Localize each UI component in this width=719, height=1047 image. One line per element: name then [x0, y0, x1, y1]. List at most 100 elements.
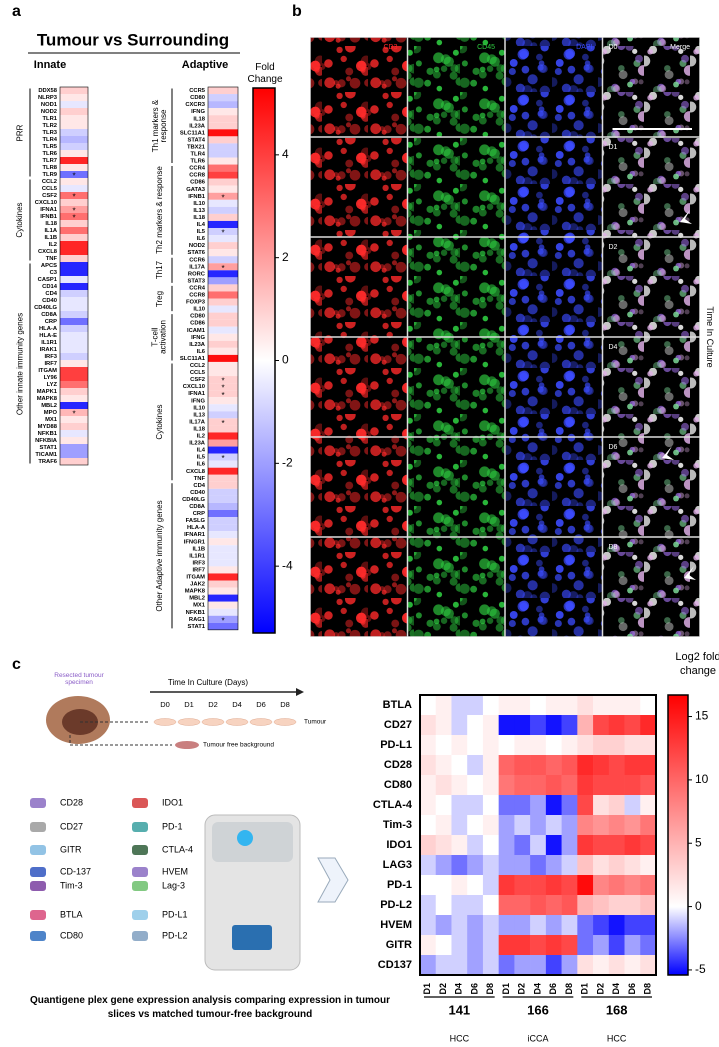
heat-frame — [59, 86, 89, 466]
gene-label: CCL2 — [190, 363, 205, 369]
heat-cell — [514, 815, 531, 836]
heat-cell — [593, 735, 610, 756]
heat-cell — [208, 312, 238, 320]
gene-label: CRP — [193, 511, 205, 517]
day-label: D8 — [609, 544, 618, 551]
heat-cell — [60, 136, 88, 143]
heat-cell — [624, 775, 641, 796]
heat-cell — [451, 735, 468, 756]
heat-cell — [60, 339, 88, 346]
heat-cell — [624, 875, 641, 896]
heat-cell — [208, 333, 238, 341]
heat-cell — [60, 101, 88, 108]
day-label: D2 — [609, 244, 618, 251]
heat-cell — [208, 411, 238, 419]
row-label: HVEM — [380, 919, 412, 931]
gene-label: NOD2 — [189, 243, 205, 249]
heat-cell — [208, 566, 238, 574]
gene-label: CD40 — [190, 490, 205, 496]
heat-cell — [60, 87, 88, 94]
heat-cell — [60, 213, 88, 220]
gene-label: CSF2 — [190, 377, 205, 383]
heat-cell — [514, 755, 531, 776]
gene-label: JAK2 — [190, 582, 205, 588]
analyser-top — [212, 822, 293, 862]
heat-cell — [530, 955, 547, 976]
heat-cell — [208, 228, 238, 236]
arrowhead — [662, 446, 674, 460]
timeline-day: D6 — [256, 700, 266, 709]
gene-label: STAT3 — [188, 278, 206, 284]
column-label: D6 — [548, 983, 558, 995]
heat-cell — [577, 855, 594, 876]
heat-cell — [561, 895, 578, 916]
sig-star: * — [72, 207, 75, 216]
heat-cell — [545, 915, 562, 936]
gene-label: CCL5 — [42, 186, 58, 192]
heat-cell — [545, 835, 562, 856]
gene-label: NOD2 — [41, 109, 57, 115]
column-label: D4 — [454, 983, 464, 995]
channel-label: Merge — [670, 44, 690, 51]
heat-cell — [420, 775, 437, 796]
column-label: D6 — [627, 983, 637, 995]
heat-cell — [482, 955, 499, 976]
row-label: PD-1 — [387, 879, 412, 891]
group-label: Th2 markers & response — [154, 166, 164, 255]
heat-cell — [514, 955, 531, 976]
heat-cell — [593, 915, 610, 936]
gene-label: IFNG — [191, 398, 205, 404]
gene-label: TLR5 — [43, 144, 58, 150]
specimen-label: Resected tumour specimen — [54, 672, 104, 687]
micrograph — [505, 237, 602, 337]
gene-label: TLR8 — [43, 165, 58, 171]
heat-cell — [60, 318, 88, 325]
gene-label: TRAF6 — [38, 459, 57, 465]
heat-cell — [624, 715, 641, 736]
heat-cell — [467, 935, 484, 956]
gene-label: CD8A — [41, 312, 58, 318]
heat-cell — [60, 416, 88, 423]
heat-cell — [482, 855, 499, 876]
gene-label: TLR1 — [43, 116, 58, 122]
heat-cell — [640, 695, 657, 716]
heat-cell — [514, 715, 531, 736]
micrograph — [408, 437, 505, 537]
row-label: CTLA-4 — [373, 799, 413, 811]
sig-star: * — [221, 391, 224, 400]
heat-cell — [593, 895, 610, 916]
heat-cell — [60, 290, 88, 297]
heat-cell — [482, 695, 499, 716]
heat-cell — [420, 915, 437, 936]
heat-cell — [60, 374, 88, 381]
heat-cell — [208, 122, 238, 130]
panel-label: c — [12, 656, 21, 673]
heat-cell — [451, 915, 468, 936]
colorbar-title: Fold Change — [247, 62, 283, 85]
heat-cell — [208, 185, 238, 193]
molecule-icon — [30, 881, 46, 891]
gene-label: IL10 — [193, 307, 205, 313]
heat-cell — [498, 875, 515, 896]
heat-cell — [208, 488, 238, 496]
gene-label: NFKB1 — [38, 431, 58, 437]
heat-cell — [577, 775, 594, 796]
heat-cell — [530, 895, 547, 916]
gene-label: IL18 — [45, 221, 57, 227]
micrograph — [408, 37, 505, 137]
heat-cell — [498, 755, 515, 776]
heat-cell — [451, 835, 468, 856]
gene-label: C3 — [50, 270, 58, 276]
gene-label: CD40 — [42, 298, 57, 304]
heat-cell — [514, 795, 531, 816]
gene-label: IRF3 — [192, 560, 205, 566]
colorbar-tick-label: 15 — [695, 709, 709, 723]
heat-cell — [514, 935, 531, 956]
heat-cell — [208, 397, 238, 405]
heat-cell — [545, 735, 562, 756]
micrograph — [505, 537, 602, 637]
heat-cell — [640, 815, 657, 836]
heat-cell — [530, 935, 547, 956]
heat-cell — [208, 517, 238, 525]
heat-cell — [208, 249, 238, 257]
